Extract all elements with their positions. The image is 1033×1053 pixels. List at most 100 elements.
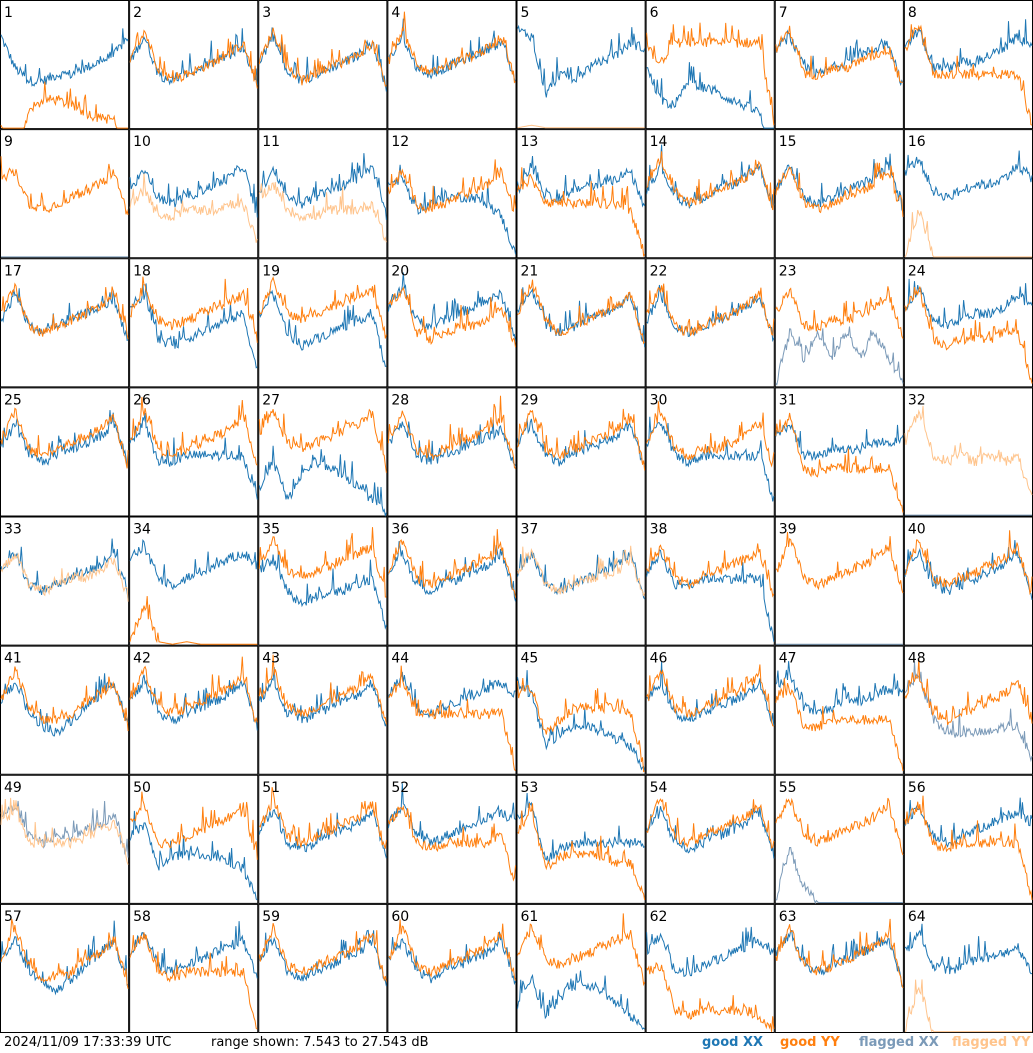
panel-frame (774, 0, 904, 130)
panel-frame (903, 903, 1033, 1033)
panel-frame (387, 258, 517, 388)
series-xx (0, 800, 129, 858)
series-xx (517, 792, 645, 864)
panel-11: 11 (258, 129, 388, 259)
series-yy (0, 797, 129, 865)
panel-label: 54 (650, 780, 668, 796)
panel-label: 56 (908, 780, 926, 796)
panel-39: 39 (774, 516, 904, 646)
panel-label: 14 (650, 134, 668, 150)
series-yy (258, 408, 387, 473)
panel-label: 52 (391, 780, 409, 796)
series-yy (0, 552, 129, 602)
panel-label: 29 (521, 392, 539, 408)
panel-frame (774, 516, 904, 646)
panel-frame (129, 129, 259, 259)
panel-frame (516, 0, 646, 130)
panel-36: 36 (387, 516, 517, 646)
panel-38: 38 (645, 516, 775, 646)
panel-6: 6 (645, 0, 775, 130)
series-yy (258, 527, 387, 598)
panel-label: 30 (650, 392, 668, 408)
panel-label: 64 (908, 909, 926, 925)
series-yy (129, 791, 258, 860)
series-xx (646, 806, 775, 859)
panel-frame (258, 258, 388, 388)
panel-frame (129, 0, 259, 130)
footer-bar: 2024/11/09 17:33:39 UTC range shown: 7.5… (0, 1033, 1033, 1053)
series-yy (387, 529, 516, 598)
panel-frame (129, 258, 259, 388)
series-yy (258, 276, 387, 339)
panel-label: 35 (262, 522, 280, 538)
panel-frame (129, 903, 259, 1033)
legend-good-yy: good YY (780, 1035, 840, 1050)
panel-label: 37 (521, 522, 539, 538)
series-yy (775, 918, 904, 988)
panel-label: 21 (521, 263, 539, 279)
panel-15: 15 (774, 129, 904, 259)
series-yy (387, 395, 516, 469)
panel-label: 8 (908, 5, 917, 21)
panel-50: 50 (129, 774, 259, 904)
panel-47: 47 (774, 645, 904, 775)
panel-1: 1 (0, 0, 130, 130)
series-xx (129, 283, 258, 369)
panel-label: 44 (391, 651, 409, 667)
series-xx (387, 931, 516, 986)
series-yy (0, 156, 129, 216)
series-yy (517, 913, 646, 987)
panel-label: 62 (650, 909, 668, 925)
series-yy (646, 961, 775, 1032)
series-xx (129, 810, 258, 901)
panel-label: 42 (133, 651, 151, 667)
panel-label: 60 (391, 909, 409, 925)
panel-frame (258, 0, 388, 130)
series-xx (387, 541, 516, 602)
series-yy (388, 919, 516, 981)
series-xx (775, 847, 903, 905)
panel-58: 58 (129, 903, 259, 1033)
panel-13: 13 (516, 129, 646, 259)
panel-label: 17 (4, 263, 22, 279)
series-yy (517, 545, 646, 597)
panel-25: 25 (0, 387, 130, 517)
series-yy (0, 918, 129, 989)
panel-10: 10 (129, 129, 259, 259)
series-yy (904, 286, 1033, 384)
panel-label: 27 (262, 392, 280, 408)
series-xx (904, 540, 1033, 600)
panel-frame (903, 516, 1033, 646)
series-xx (388, 419, 516, 467)
panel-label: 32 (908, 392, 926, 408)
panel-49: 49 (0, 774, 130, 904)
series-xx (0, 28, 129, 87)
panel-frame (387, 0, 517, 130)
series-yy (129, 656, 258, 724)
series-yy (129, 276, 258, 343)
series-yy (517, 677, 645, 773)
series-xx (646, 549, 775, 642)
panel-label: 11 (262, 134, 280, 150)
panel-19: 19 (258, 258, 388, 388)
panel-frame (645, 645, 775, 775)
panel-17: 17 (0, 258, 130, 388)
panel-label: 63 (779, 909, 797, 925)
panel-frame (0, 0, 130, 130)
panel-label: 38 (650, 522, 668, 538)
panel-label: 15 (779, 134, 797, 150)
panel-63: 63 (774, 903, 904, 1033)
panel-label: 53 (521, 780, 539, 796)
panel-9: 9 (0, 129, 130, 259)
panel-label: 19 (262, 263, 280, 279)
panel-30: 30 (645, 387, 775, 517)
series-xx (646, 144, 775, 209)
panel-label: 18 (133, 263, 151, 279)
panel-frame (645, 129, 775, 259)
panel-frame (129, 387, 259, 517)
series-yy (775, 162, 904, 217)
series-yy (904, 209, 1032, 258)
series-xx (258, 550, 387, 630)
series-yy (775, 797, 904, 856)
panel-21: 21 (516, 258, 646, 388)
